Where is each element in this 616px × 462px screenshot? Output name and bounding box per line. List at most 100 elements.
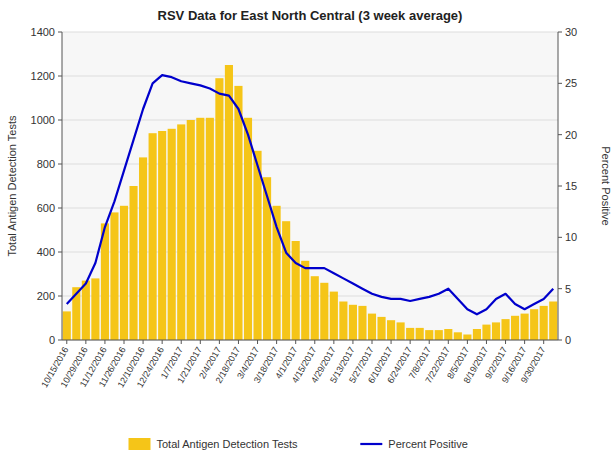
bar (454, 332, 462, 340)
plot-background (62, 32, 558, 340)
title: RSV Data for East North Central (3 week … (158, 8, 463, 23)
legend-label: Percent Positive (388, 438, 467, 450)
bar (540, 306, 548, 340)
x-tick (505, 340, 506, 344)
x-tick-label: 2/18/2017 (214, 345, 243, 385)
x-tick-label: 6/24/2017 (385, 345, 414, 385)
x-tick (524, 340, 525, 344)
y-tick-label: 0 (49, 334, 55, 346)
x-tick (85, 340, 86, 344)
y2-tick (558, 237, 562, 238)
bar (521, 314, 529, 340)
bar (129, 186, 137, 340)
y2-axis-label: Percent Positive (600, 146, 612, 225)
x-tick (486, 340, 487, 344)
bar (530, 309, 538, 340)
x-tick-label: 7/22/2017 (423, 345, 452, 385)
bar (177, 124, 185, 340)
bar (244, 118, 252, 340)
grid-line (62, 164, 558, 165)
bar (492, 322, 500, 340)
plot-area (63, 65, 558, 340)
x-tick (143, 340, 144, 344)
bar (139, 157, 147, 340)
chart: 020040060080010001200140005101520253010/… (0, 0, 616, 462)
bar (120, 206, 128, 340)
x-tick-label: 1/21/2017 (175, 345, 204, 385)
y-tick-label: 1000 (31, 114, 55, 126)
x-tick (543, 340, 544, 344)
x-axis (62, 340, 558, 341)
bar (435, 330, 443, 340)
x-tick (257, 340, 258, 344)
x-tick (162, 340, 163, 344)
x-tick-label: 3/18/2017 (252, 345, 281, 385)
y2-tick (558, 288, 562, 289)
x-tick (333, 340, 334, 344)
x-tick (181, 340, 182, 344)
y-tick (58, 340, 62, 341)
bar (82, 281, 90, 340)
bar (282, 221, 290, 340)
bar (482, 325, 490, 340)
y-axis (62, 32, 63, 340)
grid-line (62, 120, 558, 121)
bar (110, 212, 118, 340)
bar (511, 316, 519, 340)
x-tick (467, 340, 468, 344)
y2-tick (558, 32, 562, 33)
x-tick-label: 9/30/2017 (519, 345, 548, 385)
x-tick (391, 340, 392, 344)
x-tick (200, 340, 201, 344)
legend-swatch (129, 438, 151, 450)
bar (234, 86, 242, 340)
x-tick (219, 340, 220, 344)
x-tick (448, 340, 449, 344)
y-tick (58, 164, 62, 165)
x-tick (66, 340, 67, 344)
bar (397, 322, 405, 340)
x-tick (238, 340, 239, 344)
y-tick-label: 1200 (31, 70, 55, 82)
bar (196, 118, 204, 340)
bar (501, 319, 509, 340)
bar (358, 306, 366, 340)
bar (339, 302, 347, 341)
y-tick-label: 1400 (31, 26, 55, 38)
bar (149, 133, 157, 340)
y2-tick-label: 5 (565, 283, 571, 295)
bar (311, 276, 319, 340)
bar (91, 278, 99, 340)
y2-tick-label: 20 (565, 129, 577, 141)
bar (263, 177, 271, 340)
bar (206, 118, 214, 340)
x-tick (429, 340, 430, 344)
bar (63, 311, 71, 340)
bar (253, 151, 261, 340)
x-tick (314, 340, 315, 344)
y2-tick (558, 83, 562, 84)
legend: Total Antigen Detection TestsPercent Pos… (129, 438, 468, 450)
y-tick (58, 76, 62, 77)
x-tick (295, 340, 296, 344)
grid-line (62, 32, 558, 33)
y-tick (58, 208, 62, 209)
y2-tick (558, 340, 562, 341)
y-tick (58, 296, 62, 297)
bar (425, 330, 433, 340)
x-tick-label: 12/24/2016 (135, 345, 166, 389)
y-tick-label: 200 (37, 290, 55, 302)
y2-tick-label: 25 (565, 77, 577, 89)
x-tick-label: 8/19/2017 (462, 345, 491, 385)
y2-tick-label: 30 (565, 26, 577, 38)
x-tick (124, 340, 125, 344)
bar (215, 78, 223, 340)
bar (292, 241, 300, 340)
bar (387, 320, 395, 340)
y-tick (58, 252, 62, 253)
y-tick (58, 32, 62, 33)
y2-axis (558, 32, 559, 340)
y2-tick-label: 10 (565, 231, 577, 243)
y2-tick (558, 134, 562, 135)
bar (549, 302, 557, 341)
